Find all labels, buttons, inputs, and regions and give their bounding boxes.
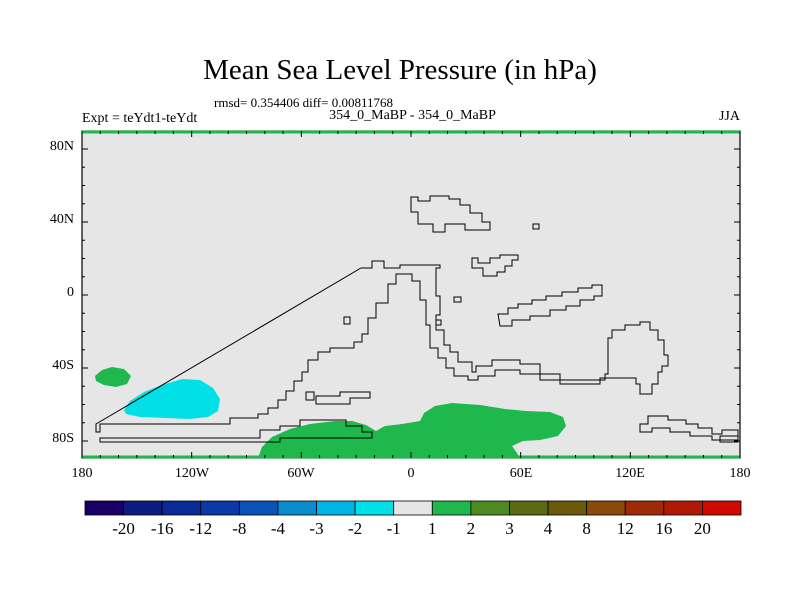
lon-label-180w: 180: [71, 466, 93, 481]
colorbar-swatch: [161, 500, 202, 516]
colorbar-swatch: [663, 500, 703, 516]
colorbar-label: 2: [466, 519, 476, 538]
colorbar-swatch: [702, 500, 742, 516]
colorbar-label: -1: [386, 519, 401, 538]
colorbar-label: -2: [348, 519, 363, 538]
negative-anomaly-south-pacific: [124, 379, 220, 419]
lat-label-0: 0: [67, 285, 74, 300]
colorbar-swatch: [431, 500, 472, 516]
expt-label: Expt = teYdt1-teYdt: [82, 111, 198, 126]
colorbar-swatch: [586, 500, 626, 516]
lat-label-40n: 40N: [49, 212, 74, 227]
colorbar-label: 4: [543, 519, 553, 538]
lon-label-120w: 120W: [174, 466, 210, 481]
colorbar-swatch: [238, 500, 279, 516]
colorbar-swatch: [354, 500, 395, 516]
season-label: JJA: [718, 109, 740, 124]
colorbar: [84, 500, 742, 516]
colorbar-swatch: [84, 500, 124, 516]
experiment-subtitle: 354_0_MaBP - 354_0_MaBP: [329, 108, 496, 123]
lat-label-80n: 80N: [49, 139, 74, 154]
colorbar-swatch: [470, 500, 510, 516]
colorbar-label: -8: [232, 519, 247, 538]
colorbar-label: 3: [505, 519, 514, 538]
positive-anomaly-south-atlantic-indian: [258, 403, 566, 458]
lat-label-80s: 80S: [52, 431, 74, 446]
colorbar-label: 8: [582, 519, 591, 538]
colorbar-swatch: [123, 500, 163, 516]
positive-anomaly-south-pacific: [95, 367, 131, 387]
axis-ticks: [81, 131, 741, 458]
lon-label-60e: 60E: [509, 466, 533, 481]
colorbar-swatch: [509, 500, 549, 516]
lon-label-120e: 120E: [615, 466, 645, 481]
colorbar-swatch: [277, 500, 317, 516]
coastlines: [95, 195, 739, 443]
colorbar-label: -4: [270, 519, 286, 538]
colorbar-label: 12: [616, 519, 634, 538]
rmsd-diff-stats: rmsd= 0.354406 diff= 0.00811768: [214, 95, 393, 110]
colorbar-label: -16: [150, 519, 174, 538]
colorbar-swatch: [200, 500, 240, 516]
colorbar-swatch: [393, 500, 433, 516]
colorbar-label: 16: [655, 519, 673, 538]
lat-label-40s: 40S: [52, 358, 74, 373]
lon-label-0: 0: [407, 466, 415, 481]
colorbar-label: 1: [428, 519, 437, 538]
colorbar-swatch: [624, 500, 665, 516]
colorbar-label: 20: [693, 519, 711, 538]
lon-label-180e: 180: [729, 466, 751, 481]
colorbar-label: -3: [309, 519, 324, 538]
chart-title: Mean Sea Level Pressure (in hPa): [203, 54, 597, 86]
colorbar-swatch: [316, 500, 356, 516]
colorbar-swatch: [547, 500, 588, 516]
lon-label-60w: 60W: [287, 466, 315, 481]
colorbar-label: -12: [189, 519, 213, 538]
colorbar-label: -20: [112, 519, 135, 538]
